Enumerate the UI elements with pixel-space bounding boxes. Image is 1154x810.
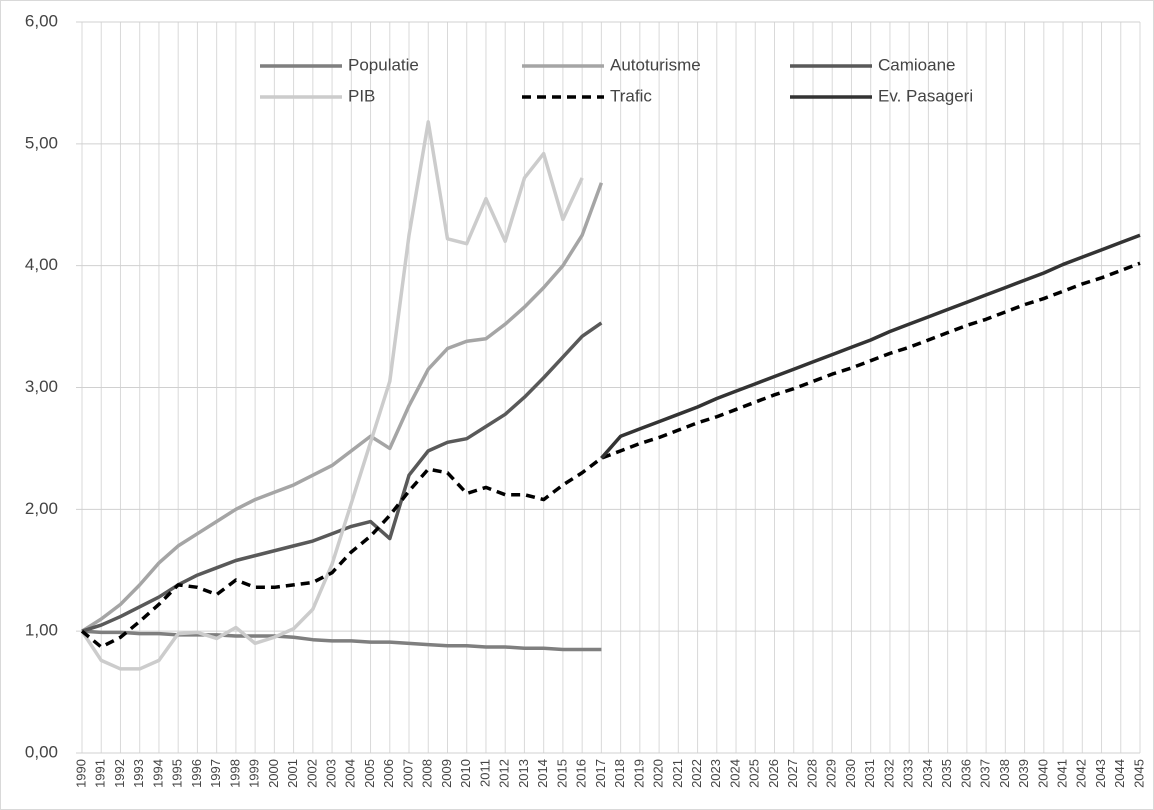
x-tick-label: 2019 bbox=[631, 759, 646, 788]
y-tick-label: 6,00 bbox=[25, 11, 58, 30]
x-tick-label: 1999 bbox=[247, 759, 262, 788]
x-tick-label: 2033 bbox=[901, 759, 916, 788]
x-tick-label: 2009 bbox=[439, 759, 454, 788]
x-tick-label: 2007 bbox=[400, 759, 415, 788]
x-tick-label: 2022 bbox=[689, 759, 704, 788]
series-line bbox=[80, 261, 1141, 649]
x-tick-label: 2005 bbox=[362, 759, 377, 788]
x-tick-label: 2030 bbox=[843, 759, 858, 788]
x-tick-label: 2029 bbox=[824, 759, 839, 788]
x-tick-label: 2020 bbox=[651, 759, 666, 788]
x-tick-label: 2025 bbox=[747, 759, 762, 788]
x-tick-label: 2013 bbox=[516, 759, 531, 788]
x-tick-label: 2014 bbox=[535, 759, 550, 788]
x-tick-label: 2002 bbox=[304, 759, 319, 788]
x-tick-label: 2041 bbox=[1054, 759, 1069, 788]
x-tick-label: 2027 bbox=[785, 759, 800, 788]
y-tick-label: 3,00 bbox=[25, 377, 58, 396]
x-tick-label: 1991 bbox=[93, 759, 108, 788]
legend-label: Camioane bbox=[878, 55, 956, 74]
series-line bbox=[600, 233, 1141, 460]
series-line bbox=[80, 120, 584, 671]
x-tick-label: 2003 bbox=[324, 759, 339, 788]
x-tick-label: 2045 bbox=[1131, 759, 1146, 788]
x-tick-label: 2012 bbox=[497, 759, 512, 788]
y-tick-label: 1,00 bbox=[25, 621, 58, 640]
x-tick-label: 2008 bbox=[420, 759, 435, 788]
x-tick-label: 2011 bbox=[477, 759, 492, 787]
x-tick-label: 2038 bbox=[997, 759, 1012, 788]
series-line bbox=[81, 321, 603, 633]
x-tick-label: 1997 bbox=[208, 759, 223, 788]
x-tick-label: 1994 bbox=[150, 759, 165, 788]
x-tick-label: 1998 bbox=[227, 759, 242, 788]
y-tick-label: 0,00 bbox=[25, 742, 58, 761]
x-tick-label: 2000 bbox=[266, 759, 281, 788]
x-tick-label: 2034 bbox=[920, 759, 935, 788]
x-tick-label: 2023 bbox=[708, 759, 723, 788]
series-line bbox=[81, 629, 602, 652]
x-tick-label: 2037 bbox=[978, 759, 993, 788]
x-tick-label: 2040 bbox=[1035, 759, 1050, 788]
x-tick-label: 1996 bbox=[189, 759, 204, 788]
x-tick-label: 2024 bbox=[727, 759, 742, 788]
x-tick-label: 2031 bbox=[862, 759, 877, 788]
x-tick-label: 2006 bbox=[381, 759, 396, 788]
legend-label: Ev. Pasageri bbox=[878, 86, 973, 105]
x-tick-label: 2044 bbox=[1112, 759, 1127, 788]
x-tick-label: 2004 bbox=[343, 759, 358, 788]
legend-label: Populatie bbox=[348, 55, 419, 74]
x-tick-label: 1993 bbox=[131, 759, 146, 788]
x-tick-label: 1995 bbox=[170, 759, 185, 788]
x-tick-label: 2010 bbox=[458, 759, 473, 788]
x-tick-label: 2028 bbox=[804, 759, 819, 788]
x-tick-label: 2018 bbox=[612, 759, 627, 788]
x-tick-label: 2016 bbox=[574, 759, 589, 788]
x-tick-label: 2015 bbox=[554, 759, 569, 788]
series-line bbox=[81, 182, 604, 633]
legend-label: Trafic bbox=[610, 86, 652, 105]
x-tick-label: 2026 bbox=[766, 759, 781, 788]
legend-label: Autoturisme bbox=[610, 55, 701, 74]
x-tick-label: 2032 bbox=[881, 759, 896, 788]
x-tick-label: 2001 bbox=[285, 759, 300, 788]
x-tick-label: 2035 bbox=[939, 759, 954, 788]
legend-label: PIB bbox=[348, 86, 375, 105]
x-tick-label: 2039 bbox=[1016, 759, 1031, 788]
x-tick-label: 2017 bbox=[593, 759, 608, 788]
x-tick-label: 1992 bbox=[112, 759, 127, 788]
x-tick-label: 2042 bbox=[1074, 759, 1089, 788]
x-tick-label: 2036 bbox=[958, 759, 973, 788]
y-tick-label: 2,00 bbox=[25, 499, 58, 518]
y-tick-label: 4,00 bbox=[25, 255, 58, 274]
x-tick-label: 1990 bbox=[73, 759, 88, 788]
x-tick-label: 2043 bbox=[1093, 759, 1108, 788]
y-tick-label: 5,00 bbox=[25, 133, 58, 152]
x-tick-label: 2021 bbox=[670, 759, 685, 788]
